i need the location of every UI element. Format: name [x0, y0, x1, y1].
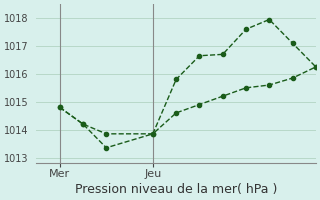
X-axis label: Pression niveau de la mer( hPa ): Pression niveau de la mer( hPa ): [75, 183, 277, 196]
